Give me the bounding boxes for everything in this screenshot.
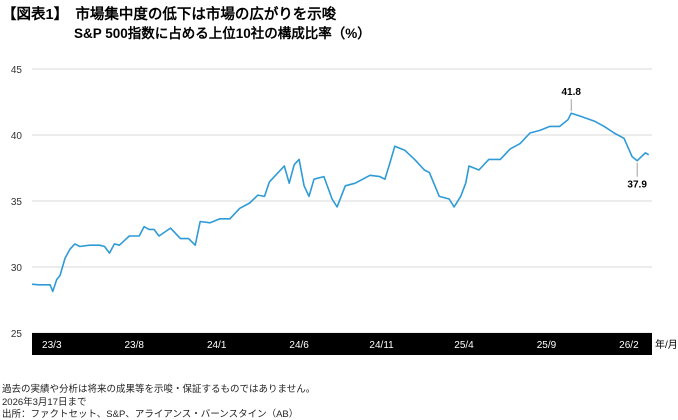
series-line <box>31 112 650 293</box>
y-tick-label: 40 <box>11 131 23 142</box>
disclaimer-note: 過去の実績や分析は将来の成果等を示唆・保証するものではありません。 <box>2 384 316 395</box>
chart-title: 【図表1】 市場集中度の低下は市場の広がりを示唆 <box>2 7 337 23</box>
x-axis-band <box>32 333 652 355</box>
date-note: 2026年3月17日まで <box>2 397 87 408</box>
x-tick-label: 25/4 <box>454 340 474 351</box>
y-tick-label: 35 <box>11 197 23 208</box>
source-note: 出所：ファクトセット、S&P、アライアンス・バーンスタイン（AB） <box>2 409 299 420</box>
x-tick-label: 24/1 <box>207 340 227 351</box>
x-tick-label: 26/2 <box>619 340 639 351</box>
chart-subtitle: S&P 500指数に占める上位10社の構成比率（%） <box>74 26 371 41</box>
y-tick-label: 45 <box>11 65 23 76</box>
x-axis-label: 年/月 <box>655 338 678 351</box>
x-tick-label: 23/3 <box>42 340 62 351</box>
x-tick-label: 23/8 <box>124 340 144 351</box>
annotation-max: 41.8 <box>561 87 581 98</box>
x-tick-label: 24/11 <box>369 340 394 351</box>
y-tick-label: 30 <box>11 263 23 274</box>
annotation-latest: 37.9 <box>627 180 647 191</box>
plot-area: 25 30 35 40 45 23/3 23/8 24/1 24/6 24/11 25/4 25/9 2… <box>11 65 678 355</box>
y-tick-label: 25 <box>11 329 23 340</box>
x-tick-label: 25/9 <box>537 340 557 351</box>
x-tick-label: 24/6 <box>289 340 309 351</box>
